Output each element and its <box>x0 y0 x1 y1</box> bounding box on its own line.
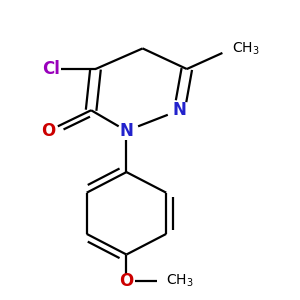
Text: Cl: Cl <box>42 60 60 78</box>
Text: N: N <box>119 122 134 140</box>
Text: O: O <box>119 272 134 290</box>
Text: O: O <box>41 122 56 140</box>
Text: N: N <box>172 101 186 119</box>
Text: CH$_3$: CH$_3$ <box>232 40 260 57</box>
Text: CH$_3$: CH$_3$ <box>166 273 194 289</box>
